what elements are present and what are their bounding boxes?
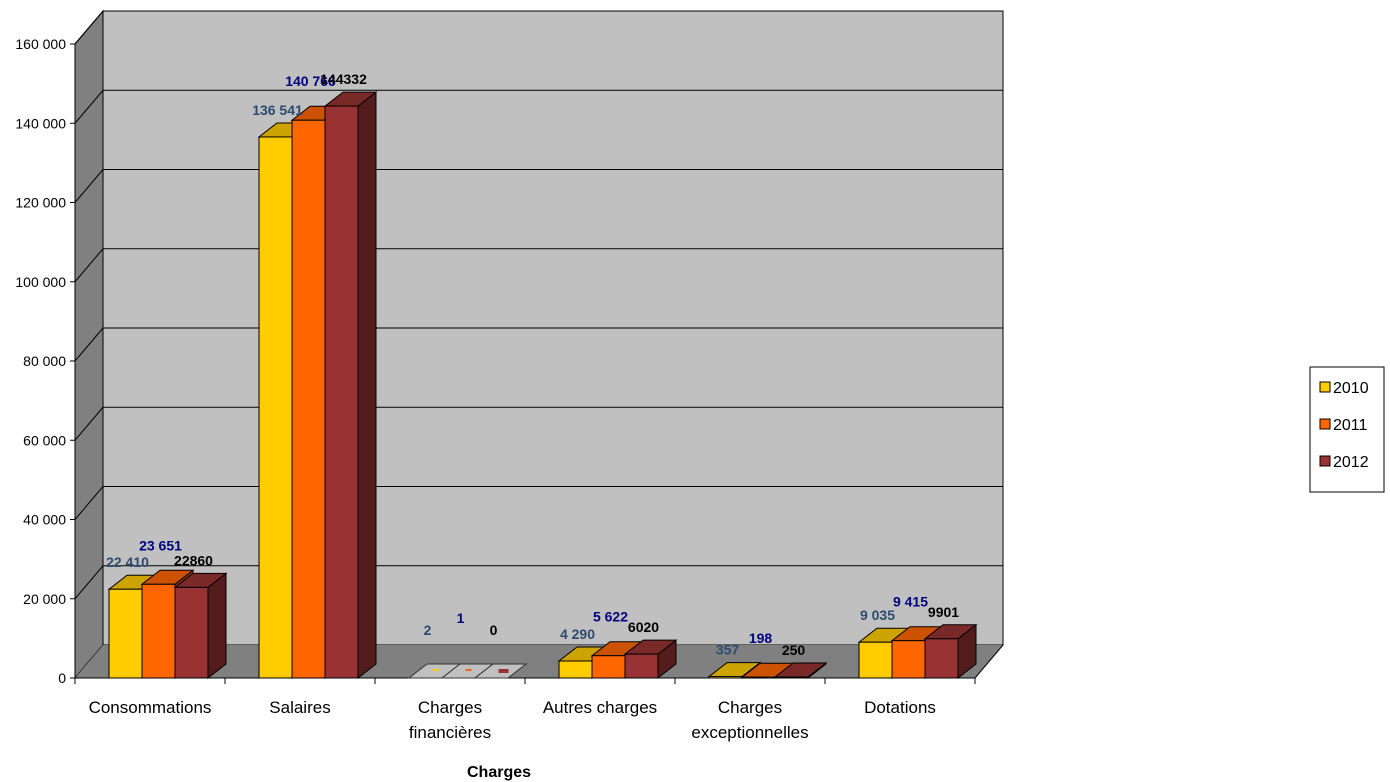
legend-swatch [1319, 418, 1331, 430]
data-label: 140 766 [285, 73, 336, 89]
legend-label: 2011 [1333, 417, 1368, 434]
data-label: 0 [490, 622, 498, 638]
bar-side-2012-0 [207, 572, 227, 680]
data-label: 357 [716, 642, 740, 658]
bar-2012-0 [174, 586, 209, 679]
data-label: 250 [782, 642, 806, 658]
axes: 0 20 000 40 000 60 000 80 000 100 000 120 000 1… [15, 36, 1004, 686]
data-label: 6020 [628, 619, 659, 635]
y-tick-label: 100 000 [15, 274, 66, 290]
bar-2012-4 [774, 676, 809, 679]
bar-2012-1 [324, 105, 359, 679]
category-label: exceptionnelles [691, 723, 808, 742]
bars [107, 91, 978, 680]
gridline [74, 169, 1003, 203]
y-tick-label: 80 000 [23, 353, 66, 369]
y-tick-label: 60 000 [23, 432, 66, 448]
bar-marker [498, 669, 509, 673]
legend-label: 2010 [1333, 380, 1369, 397]
category-label: Consommations [89, 698, 212, 717]
data-label: 5 622 [593, 609, 628, 625]
data-label: 144332 [320, 71, 367, 87]
legend: 2010 2011 2012 [1309, 366, 1385, 493]
data-label: 9 035 [860, 607, 895, 623]
gridline [74, 10, 1003, 45]
data-label: 1 [457, 610, 465, 626]
legend-label: 2012 [1333, 454, 1369, 471]
category-label: financières [409, 723, 491, 742]
bar-2011-5 [891, 640, 926, 679]
data-label: 22860 [174, 552, 213, 568]
floor-edge [974, 644, 1004, 679]
gridline [74, 248, 1003, 283]
data-label: 198 [749, 630, 773, 646]
bar-2010-0 [108, 588, 143, 679]
bar-2011-3 [591, 655, 626, 679]
bar-2010-5 [858, 641, 893, 679]
bar-2010-4 [708, 676, 743, 679]
bar-marker [465, 669, 472, 671]
legend-swatch [1319, 455, 1331, 467]
bar-2012-3 [624, 653, 659, 679]
category-label: Dotations [864, 698, 936, 717]
y-tick-label: 160 000 [15, 36, 66, 52]
data-label: 23 651 [139, 537, 182, 553]
bar-2011-0 [141, 583, 176, 679]
category-label: Charges [418, 698, 482, 717]
gridline [74, 89, 1003, 124]
legend-swatch [1319, 381, 1331, 393]
bar-2010-1 [258, 136, 293, 679]
category-label: Autres charges [543, 698, 657, 717]
gridline [74, 486, 1003, 520]
category-label: Charges [718, 698, 782, 717]
x-axis-title: Charges [467, 764, 531, 781]
y-tick-label: 140 000 [15, 115, 66, 131]
data-label: 9901 [928, 604, 959, 620]
y-tick-label: 0 [58, 670, 66, 686]
data-label: 9 415 [893, 594, 928, 610]
bar-marker [432, 669, 439, 671]
data-label: 22 410 [106, 554, 149, 570]
gridline [74, 327, 1003, 362]
bar-2010-3 [558, 660, 593, 679]
y-tick-label: 20 000 [23, 591, 66, 607]
bar-2011-4 [741, 676, 776, 679]
gridlines [74, 10, 1003, 600]
y-tick-label: 40 000 [23, 512, 66, 528]
bar-2012-5 [924, 638, 959, 679]
gridline [74, 406, 1003, 441]
data-label: 2 [424, 622, 432, 638]
category-labels: Consommations Salaires Charges financières A… [89, 698, 936, 742]
data-label: 136 541 [252, 102, 303, 118]
bar-2011-1 [291, 119, 326, 679]
data-label: 4 290 [560, 626, 595, 642]
category-label: Salaires [269, 698, 330, 717]
bar-side-2012-1 [357, 91, 377, 680]
gridline [74, 565, 1003, 600]
y-tick-label: 120 000 [15, 195, 66, 211]
